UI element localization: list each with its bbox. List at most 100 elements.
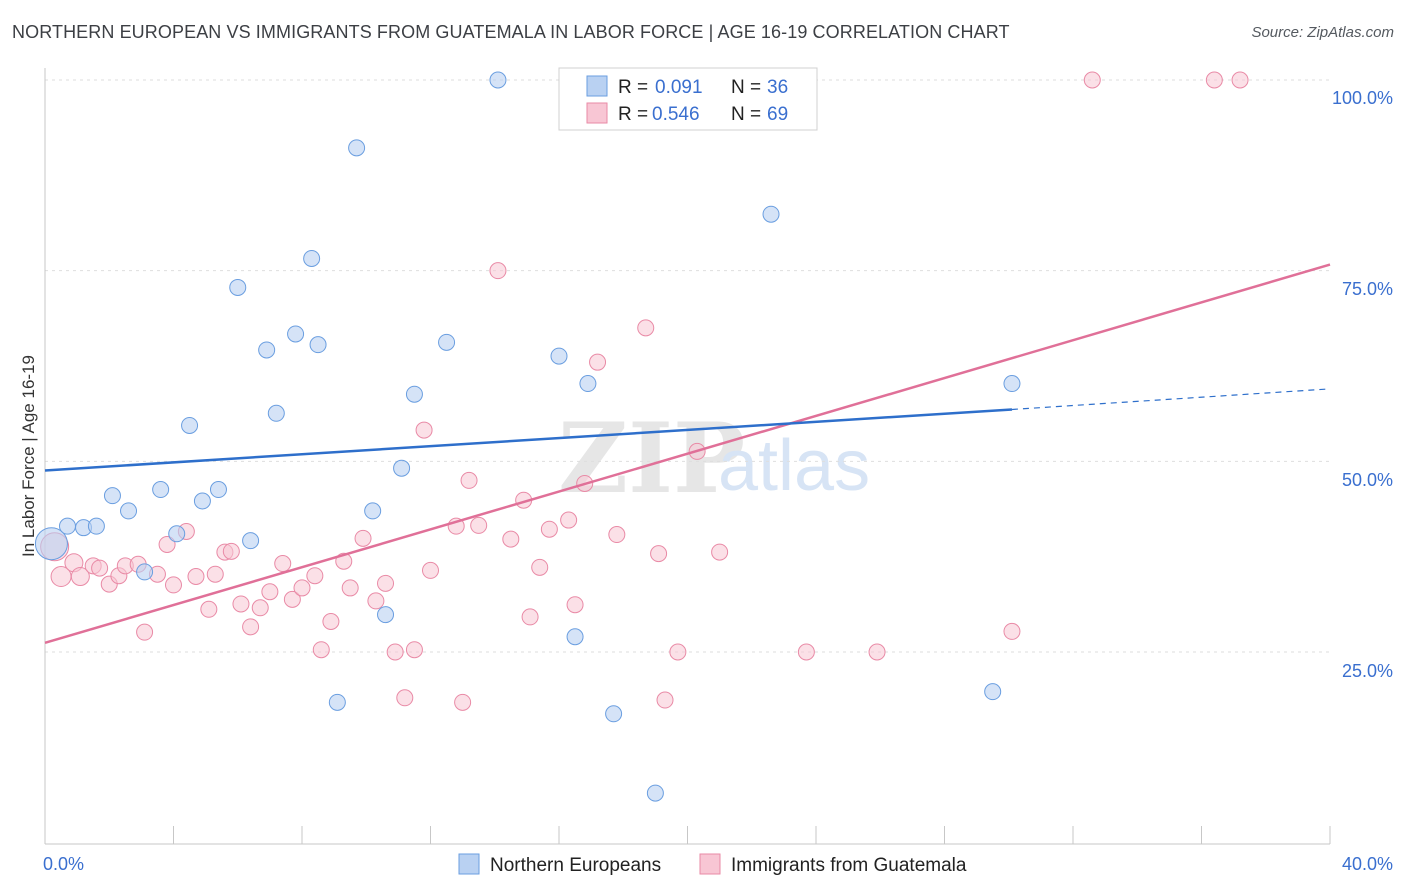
- bottom-legend-swatch-blue: [458, 853, 480, 875]
- guatemala-point-27: [306, 567, 324, 585]
- legend-r-value-pink: 0.546: [652, 104, 700, 125]
- guatemala-point-45: [502, 530, 520, 548]
- northern-europeans-point-25: [438, 333, 456, 351]
- northern-europeans-point-7: [152, 481, 170, 499]
- guatemala-point-26: [293, 579, 311, 597]
- guatemala-point-32: [354, 529, 372, 547]
- northern-europeans-point-20: [348, 139, 366, 157]
- guatemala-point-38: [415, 421, 433, 439]
- guatemala-point-3: [70, 566, 90, 586]
- guatemala-point-17: [206, 565, 224, 583]
- guatemala-point-15: [187, 567, 205, 585]
- guatemala-point-55: [637, 319, 655, 337]
- guatemala-point-37: [405, 641, 423, 659]
- bottom-legend-label-guatemala: Immigrants from Guatemala: [731, 855, 967, 876]
- northern-europeans-point-27: [550, 347, 568, 365]
- northern-europeans-trend-line: [44, 408, 1013, 472]
- x-tick-label-min: 0.0%: [43, 854, 84, 874]
- guatemala-point-49: [540, 520, 558, 538]
- northern-europeans-point-33: [762, 205, 780, 223]
- guatemala-point-20: [232, 595, 250, 613]
- northern-europeans-point-34: [984, 683, 1002, 701]
- guatemala-point-57: [656, 691, 674, 709]
- legend-n-value-pink: 69: [767, 104, 788, 125]
- gridlines: [45, 79, 1330, 653]
- northern-europeans-point-12: [229, 278, 247, 296]
- series-legend: Northern Europeans Immigrants from Guate…: [458, 853, 967, 876]
- northern-europeans-point-9: [181, 416, 199, 434]
- y-tick-label-50: 50.0%: [1342, 470, 1393, 490]
- bottom-legend-swatch-pink: [699, 853, 721, 875]
- guatemala-point-42: [460, 471, 478, 489]
- northern-europeans-point-30: [605, 705, 623, 723]
- guatemala-point-5: [91, 559, 109, 577]
- northern-europeans-point-0: [34, 527, 68, 561]
- northern-europeans-point-13: [242, 532, 260, 550]
- guatemala-point-63: [868, 643, 886, 661]
- northern-europeans-point-3: [87, 517, 105, 535]
- watermark-zip: ZIP: [558, 402, 745, 515]
- watermark-atlas: atlas: [718, 426, 870, 506]
- northern-europeans-point-5: [120, 502, 138, 520]
- guatemala-point-41: [454, 693, 472, 711]
- northern-europeans-point-14: [258, 341, 276, 359]
- guatemala-point-13: [165, 576, 182, 594]
- legend-n-label-pink: N =: [731, 104, 761, 125]
- northern-europeans-point-35: [1003, 375, 1021, 393]
- northern-europeans-point-19: [328, 693, 346, 711]
- northern-europeans-point-31: [646, 784, 664, 802]
- guatemala-point-48: [531, 558, 549, 576]
- northern-europeans-point-26: [489, 71, 507, 89]
- y-tick-label-75: 75.0%: [1342, 279, 1393, 299]
- chart-source: Source: ZipAtlas.com: [1251, 24, 1394, 41]
- series-guatemala-points: [40, 71, 1249, 711]
- northern-europeans-point-24: [405, 385, 423, 403]
- y-axis-title: In Labor Force | Age 16-19: [19, 355, 38, 557]
- legend-r-value-blue: 0.091: [655, 77, 703, 98]
- northern-europeans-point-23: [393, 459, 411, 477]
- y-tick-label-100: 100.0%: [1332, 88, 1393, 108]
- legend-r-label-blue: R =: [618, 77, 648, 98]
- guatemala-point-10: [136, 623, 154, 641]
- legend-swatch-blue: [586, 75, 608, 97]
- guatemala-point-51: [566, 596, 584, 614]
- guatemala-point-58: [669, 643, 687, 661]
- guatemala-point-67: [1231, 71, 1249, 89]
- guatemala-point-61: [711, 543, 729, 561]
- legend-n-value-blue: 36: [767, 77, 788, 98]
- guatemala-point-28: [312, 641, 330, 659]
- guatemala-point-31: [341, 579, 359, 597]
- guatemala-point-43: [470, 516, 488, 534]
- northern-europeans-point-21: [364, 502, 382, 520]
- guatemala-point-62: [797, 643, 815, 661]
- guatemala-point-44: [489, 262, 507, 280]
- legend-r-label-pink: R =: [618, 104, 648, 125]
- guatemala-point-22: [251, 599, 269, 617]
- northern-europeans-point-11: [209, 481, 227, 499]
- trend-lines: [44, 263, 1331, 645]
- northern-europeans-trend-extension: [1011, 388, 1331, 411]
- correlation-legend: R = 0.091 N = 36 R = 0.546 N = 69: [558, 67, 818, 131]
- northern-europeans-point-18: [309, 336, 327, 354]
- guatemala-point-64: [1003, 622, 1021, 640]
- x-tick-label-max: 40.0%: [1342, 854, 1393, 874]
- guatemala-point-16: [200, 600, 218, 618]
- guatemala-point-39: [422, 561, 439, 579]
- bottom-legend-label-northern-europeans: Northern Europeans: [490, 855, 661, 876]
- northern-europeans-point-28: [566, 628, 584, 646]
- chart-title: NORTHERN EUROPEAN VS IMMIGRANTS FROM GUA…: [12, 22, 1010, 42]
- guatemala-point-56: [650, 545, 668, 563]
- northern-europeans-point-29: [579, 375, 597, 393]
- guatemala-point-53: [589, 353, 607, 371]
- northern-europeans-point-22: [377, 606, 395, 624]
- guatemala-point-19: [222, 542, 240, 560]
- northern-europeans-point-15: [267, 404, 285, 422]
- guatemala-point-33: [367, 592, 385, 610]
- northern-europeans-point-6: [136, 563, 154, 581]
- guatemala-point-24: [274, 555, 292, 573]
- guatemala-point-12: [158, 535, 176, 553]
- northern-europeans-point-8: [168, 525, 186, 543]
- guatemala-point-23: [261, 583, 279, 601]
- guatemala-point-35: [386, 643, 404, 661]
